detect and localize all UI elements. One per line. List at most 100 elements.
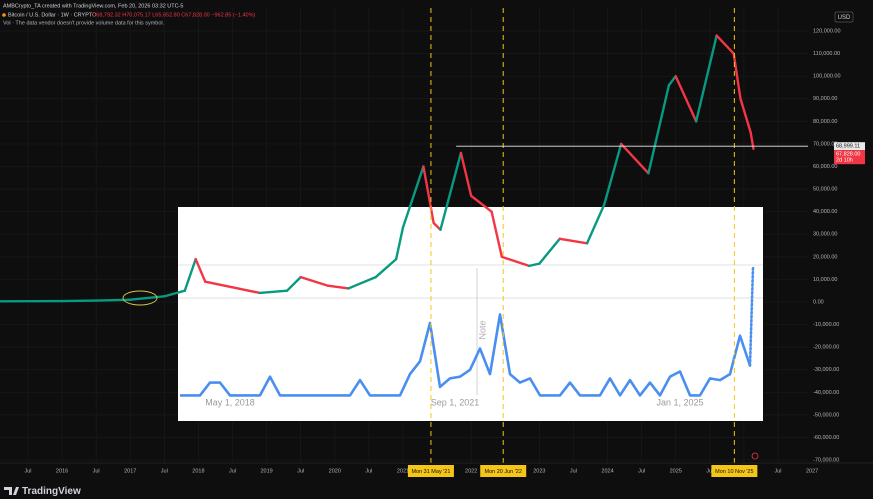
level-tag [834, 142, 865, 151]
y-tick-label: 30,000.00 [813, 232, 837, 238]
y-tick-label: 80,000.00 [813, 119, 837, 125]
price-axis [808, 0, 873, 463]
x-tick-label: 2017 [124, 468, 136, 474]
y-tick-label: -60,000.00 [813, 435, 839, 441]
price-segment [459, 151, 473, 198]
price-segment [585, 203, 606, 245]
price-segment [619, 142, 650, 175]
event-tag [711, 465, 758, 477]
x-tick-label: 2025 [670, 468, 682, 474]
y-tick-label: 50,000.00 [813, 187, 837, 193]
x-tick-label: 2016 [56, 468, 68, 474]
symbol-dot [2, 13, 6, 17]
x-tick-label: Jul [297, 468, 304, 474]
last-price-label: 67,828.00 [836, 152, 860, 158]
price-segment [94, 298, 132, 302]
y-tick-label: 90,000.00 [813, 96, 837, 102]
symbol-title: Bitcoin / U.S. Dollar · 1W · CRYPTO [8, 12, 97, 18]
price-segment [490, 210, 504, 259]
watermark: AMBCrypto_TA created with TradingView.co… [3, 3, 183, 9]
x-tick-label: Jul [774, 468, 781, 474]
settings-icon [751, 452, 759, 460]
price-tag [834, 150, 865, 165]
price-segment [432, 221, 442, 231]
currency-box [834, 11, 854, 23]
y-tick-label: 0.00 [813, 299, 824, 305]
x-tick-label: 2019 [260, 468, 272, 474]
price-segment [163, 289, 186, 298]
price-segment [374, 257, 398, 279]
x-tick-label: Jul [706, 468, 713, 474]
inset-annotation: Note [477, 320, 487, 339]
price-segment [204, 280, 234, 289]
y-tick-label: -40,000.00 [813, 390, 839, 396]
level-label: 68,999.11 [836, 144, 860, 150]
price-segment [347, 275, 377, 290]
y-tick-label: -20,000.00 [813, 345, 839, 351]
highlight-ellipse [122, 290, 158, 306]
brand-logo [4, 487, 19, 495]
event-label: Mon 31 May '21 [411, 469, 450, 475]
price-segment [538, 237, 562, 265]
countdown-label: 2d 10h [836, 158, 853, 164]
price-segment [674, 74, 698, 123]
price-segment [694, 34, 718, 123]
price-segment [500, 255, 531, 268]
price-segment [439, 151, 463, 231]
price-segment [401, 165, 425, 229]
price-segment [732, 52, 742, 100]
price-segment [667, 74, 677, 87]
x-tick-label: 2027 [806, 468, 818, 474]
y-tick-label: -70,000.00 [813, 458, 839, 464]
price-segment [602, 142, 623, 207]
y-tick-label: 110,000.00 [813, 51, 840, 57]
x-tick-label: 2022 [465, 468, 477, 474]
price-segment [647, 84, 671, 175]
y-tick-label: -50,000.00 [813, 412, 839, 418]
x-tick-label: 2024 [601, 468, 613, 474]
price-segment [60, 299, 98, 303]
x-tick-label: Jul [229, 468, 236, 474]
event-label: Mon 10 Nov '25 [715, 469, 753, 475]
y-tick-label: -30,000.00 [813, 367, 839, 373]
y-tick-label: 20,000.00 [813, 254, 837, 260]
x-tick-label: Jul [161, 468, 168, 474]
price-segment [394, 226, 405, 261]
inset-x-label: Jan 1, 2025 [656, 397, 703, 407]
brand-name: TradingView [22, 486, 81, 497]
y-tick-label: 70,000.00 [813, 141, 837, 147]
y-tick-label: -10,000.00 [813, 322, 839, 328]
x-tick-label: Jul [570, 468, 577, 474]
currency-label: USD [838, 15, 851, 21]
y-tick-label: 120,000.00 [813, 28, 841, 34]
price-segment [715, 34, 735, 55]
price-segment [258, 289, 289, 295]
inset-panel [178, 207, 763, 421]
inset-x-label: Sep 1, 2021 [431, 397, 480, 407]
inset-x-label: May 1, 2018 [205, 397, 255, 407]
price-segment [231, 286, 261, 295]
y-tick-label: 100,000.00 [813, 74, 841, 80]
event-tag [407, 465, 454, 477]
price-segment [183, 257, 197, 292]
x-tick-label: 2021 [397, 468, 409, 474]
volume-note: Vol · The data vendor doesn't provide vo… [3, 20, 165, 26]
price-segment [422, 165, 435, 225]
x-tick-label: Jul [24, 468, 31, 474]
trend-forecast [748, 266, 755, 367]
price-segment [739, 97, 752, 134]
price-segment [558, 237, 589, 245]
event-tag [480, 465, 527, 477]
price-segment [299, 275, 330, 287]
x-tick-label: Jul [365, 468, 372, 474]
x-tick-label: 2023 [533, 468, 545, 474]
price-segment [285, 275, 302, 292]
price-segment [469, 194, 493, 213]
y-tick-label: 40,000.00 [813, 209, 837, 215]
price-segment [326, 284, 350, 290]
price-segment [527, 262, 541, 268]
x-tick-label: 2018 [192, 468, 204, 474]
x-tick-label: Jul [93, 468, 100, 474]
x-tick-label: 2020 [329, 468, 341, 474]
